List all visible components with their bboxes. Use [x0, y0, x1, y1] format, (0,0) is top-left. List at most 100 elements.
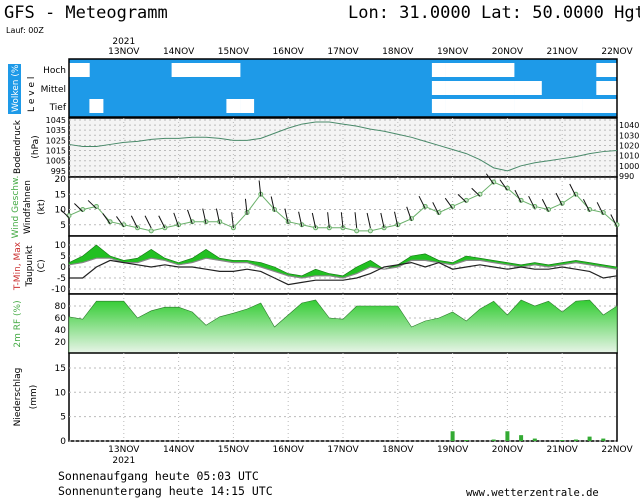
wind-barb: [244, 198, 248, 215]
cloud-level-label: Tief: [49, 103, 67, 113]
temperature-ylabel2: Taupunkt: [25, 245, 35, 288]
rh-area: [68, 299, 618, 354]
precip-ytick-label: 15: [55, 364, 66, 374]
bottom-date-label: 22NOV: [601, 445, 633, 455]
chart-title: GFS - Meteogramm: [4, 3, 168, 23]
cloud-mid-block: [527, 81, 542, 95]
precip-ytick-label: 0: [60, 437, 66, 447]
pressure-ytick-label: 1030: [619, 131, 639, 140]
wind-barb: [340, 212, 344, 229]
cloud-high-block: [199, 63, 213, 77]
sunset-text: Sonnenuntergang heute 14:15 UTC: [58, 484, 273, 498]
cloud-high-block: [75, 63, 90, 77]
wind-barb: [406, 206, 412, 221]
wind-barb: [444, 197, 454, 209]
top-date-label: 14NOV: [163, 47, 195, 57]
top-date-label: 21NOV: [547, 47, 579, 57]
cloud-mid-block: [459, 81, 474, 95]
rh-ytick-label: 20: [55, 338, 67, 348]
cloud-high-block: [596, 63, 611, 77]
wind-barb: [130, 215, 138, 229]
cloud-high-block: [445, 63, 460, 77]
top-date-label: 22NOV: [601, 47, 633, 57]
t-min-line: [68, 257, 618, 279]
cloud-high-block: [486, 63, 501, 77]
cloud-mid-block: [610, 81, 617, 95]
pressure-ytick-label: 1025: [46, 136, 66, 145]
precip-unit: (mm): [29, 385, 39, 410]
rh-ytick-label: 40: [55, 326, 67, 336]
temperature-ytick-label: -10: [51, 285, 66, 295]
wind-barb: [569, 183, 577, 197]
rh-ylabel: 2m RF (%): [13, 300, 23, 347]
cloud-mid-block: [431, 81, 446, 95]
cloud-high-block: [500, 63, 515, 77]
cloud-low-block: [445, 99, 460, 113]
pressure-ytick-label: 1005: [46, 157, 66, 166]
bottom-date-label: 13NOV: [108, 445, 140, 455]
wind-barb: [202, 208, 207, 224]
bottom-date-label: 21NOV: [547, 445, 579, 455]
cloud-high-block: [212, 63, 227, 77]
wind-ylabel: Wind Geschw.: [11, 176, 21, 239]
temperature-ytick-label: 0: [60, 263, 66, 273]
wind-barb: [231, 212, 234, 229]
temperature-unit: (C): [37, 259, 47, 272]
wind-barb: [582, 199, 591, 212]
wind-barb: [144, 215, 152, 229]
top-date-label: 13NOV: [108, 47, 140, 57]
precip-ytick-label: 10: [55, 388, 67, 398]
cloud-low-block: [514, 99, 529, 113]
wind-barb: [74, 203, 84, 212]
cloud-high-block: [171, 63, 186, 77]
dewpoint-line: [69, 259, 618, 286]
cloud-high-block: [431, 63, 446, 77]
pressure-ytick-label: 1035: [46, 126, 66, 135]
wind-barb: [87, 200, 97, 209]
wind-barb: [457, 193, 467, 203]
site-url[interactable]: www.wetterzentrale.de: [466, 487, 599, 499]
pressure-line: [68, 121, 618, 172]
pressure-ytick-label: 1040: [619, 121, 639, 130]
wind-barb: [102, 213, 111, 224]
pressure-ytick-label: 1000: [619, 162, 639, 171]
wind-barb: [215, 208, 221, 224]
bottom-date-label: 14NOV: [163, 445, 195, 455]
cloud-level-label: Mittel: [41, 85, 66, 95]
cloud-low-block: [527, 99, 542, 113]
wind-ytick-label: 5: [60, 221, 66, 231]
cloud-low-block: [541, 99, 556, 113]
temperature-ytick-label: 10: [55, 241, 67, 251]
cloud-ylabel: Wolken (%): [11, 61, 21, 112]
wind-barb: [541, 199, 549, 212]
wind-barb: [514, 189, 522, 203]
pressure-ylabel: Bodendruck: [13, 119, 23, 174]
temperature-ylabel: T-Min, Max: [13, 241, 23, 291]
run-label: Lauf: 00Z: [6, 26, 44, 35]
cloud-mid-block: [473, 81, 487, 95]
pressure-ytick-label: 1015: [46, 147, 66, 156]
wind-barb: [311, 212, 317, 229]
wind-barb: [60, 209, 70, 218]
wind-barb: [354, 212, 358, 229]
wind-barb: [187, 209, 193, 224]
top-date-label: 18NOV: [382, 47, 414, 57]
cloud-low-block: [582, 99, 597, 113]
wind-ytick-label: 15: [55, 190, 66, 200]
wind-barb: [366, 212, 371, 229]
wind-barb: [327, 212, 330, 229]
bottom-date-label: 16NOV: [273, 445, 305, 455]
precip-bar: [450, 431, 455, 441]
wind-unit: (kt): [37, 199, 47, 215]
top-date-label: 20NOV: [492, 47, 524, 57]
cloud-low-block: [226, 99, 241, 113]
top-date-label: 16NOV: [273, 47, 305, 57]
top-year-label: 2021: [112, 37, 135, 47]
wind-ytick-label: 10: [55, 206, 67, 216]
cloud-low-block: [596, 99, 611, 113]
precip-bar: [601, 438, 606, 441]
wind-barb: [471, 187, 481, 197]
cloud-mid-block: [514, 81, 529, 95]
wind-barb: [528, 195, 536, 209]
